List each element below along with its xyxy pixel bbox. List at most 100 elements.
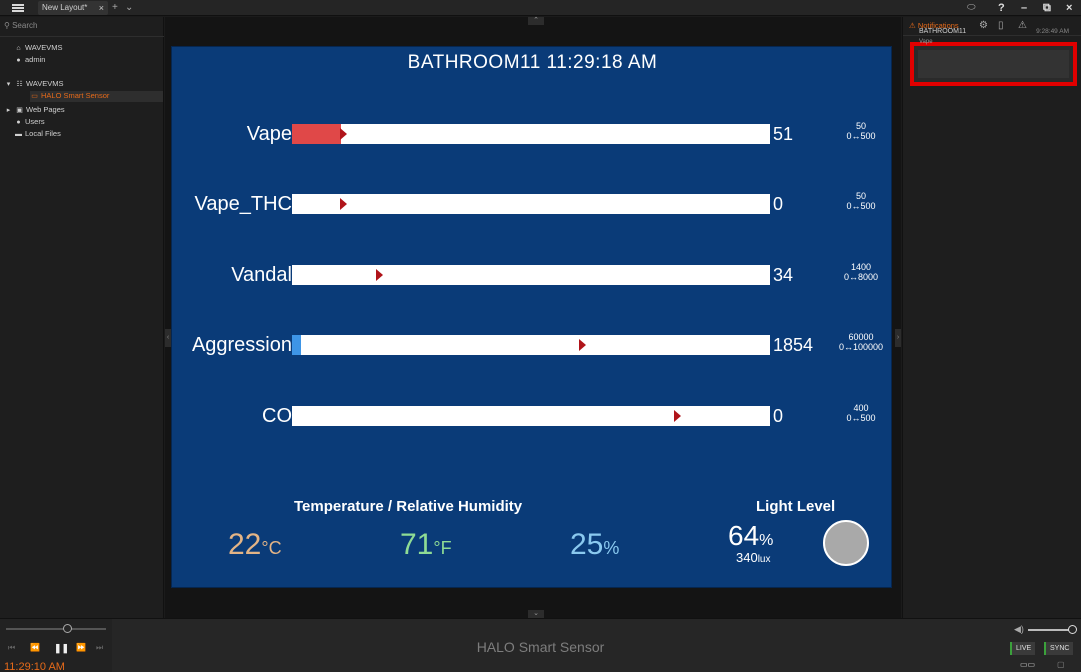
collapse-top-icon[interactable]: ⌃ — [528, 17, 544, 25]
tree-item-halo-sensor[interactable]: ▭ HALO Smart Sensor — [30, 91, 163, 102]
metric-bar — [292, 335, 770, 355]
metric-range: 0↔500 — [846, 131, 876, 141]
divider — [903, 35, 1081, 36]
motion-icon[interactable]: ⚙ — [979, 20, 988, 31]
speed-slider-handle[interactable] — [63, 624, 72, 633]
main-menu-button[interactable] — [8, 2, 28, 14]
sensor-title: BATHROOM11 11:29:18 AM — [407, 52, 658, 73]
home-icon: ⌂ — [16, 45, 21, 52]
metric-range: 0↔100000 — [838, 342, 884, 352]
light-percent: 64% — [728, 521, 773, 556]
light-percent-unit: % — [759, 532, 774, 549]
metric-row: Vape_THC 0 50 0↔500 — [172, 191, 893, 215]
step-back-icon[interactable]: ⏪ — [30, 643, 40, 652]
tabs-menu-icon[interactable]: ⌄ — [125, 2, 134, 13]
volume-slider-handle[interactable] — [1068, 625, 1077, 634]
light-lux-value: 340 — [736, 550, 758, 565]
tree-item-label: Users — [25, 117, 45, 126]
skip-end-icon[interactable]: ⏭ — [96, 643, 104, 652]
tree-item-system[interactable]: ⌂ WAVEVMS — [14, 43, 63, 54]
metric-value: 1854 — [773, 335, 814, 355]
sync-button[interactable]: SYNC — [1044, 642, 1074, 655]
tree-item-web-pages[interactable]: ▸ ▣ Web Pages — [4, 105, 65, 116]
metric-threshold: 50 0↔500 — [832, 121, 890, 141]
collapse-right-icon[interactable]: › — [895, 329, 901, 347]
light-percent-value: 64 — [728, 520, 760, 551]
metric-label: Vape_THC — [194, 193, 292, 215]
notifications-tab-label: Notifications — [917, 21, 959, 30]
tree-item-local-files[interactable]: ▬ Local Files — [14, 129, 61, 140]
metric-range: 0↔8000 — [843, 272, 879, 282]
temperature-f: 71°F — [400, 527, 452, 566]
temperature-f-value: 71 — [400, 528, 434, 561]
tree-item-label: admin — [25, 55, 46, 64]
tree-item-label: WAVEVMS — [25, 43, 63, 52]
tree-item-user[interactable]: ● admin — [14, 55, 45, 66]
sensor-dashboard: BATHROOM11 11:29:18 AM Vape 51 50 0↔500 Vape… — [171, 46, 892, 588]
minimize-button[interactable]: – — [1021, 2, 1028, 14]
tree-item-users[interactable]: ● Users — [14, 117, 45, 128]
expand-icon[interactable]: ▾ — [6, 81, 11, 88]
tab-close-icon[interactable]: × — [98, 3, 104, 13]
warning-icon[interactable]: ⚠ — [1018, 20, 1027, 31]
search-field[interactable]: ⚲ Search — [4, 19, 160, 33]
temperature-f-unit: °F — [433, 538, 452, 558]
metric-row: Aggression 1854 60000 0↔100000 — [172, 332, 893, 356]
temperature-c-value: 22 — [228, 528, 262, 561]
bookmark-icon[interactable]: ▯ — [998, 20, 1004, 31]
tree-item-label: WAVEVMS — [26, 79, 64, 88]
playback-controls: ⏮ ⏪ ❚❚ ⏩ ⏭ 11:29:10 AM — [0, 619, 112, 672]
collapse-icon[interactable]: ▸ — [6, 107, 11, 114]
metric-label: CO — [262, 405, 292, 427]
notification-subtitle: Vape — [919, 39, 933, 45]
collapse-bottom-icon[interactable]: ⌄ — [528, 610, 544, 618]
threshold-marker — [339, 128, 347, 140]
volume-icon[interactable]: ◀) — [1014, 624, 1024, 634]
step-forward-icon[interactable]: ⏩ — [76, 643, 86, 652]
metric-bar — [292, 406, 770, 426]
users-icon: ● — [16, 119, 21, 126]
light-lux-unit: lux — [757, 554, 771, 565]
metric-threshold: 60000 0↔100000 — [832, 332, 890, 352]
device-name: HALO Smart Sensor — [476, 639, 605, 655]
notification-card[interactable] — [910, 42, 1077, 86]
light-heading: Light Level — [756, 498, 836, 515]
metric-threshold-value: 1400 — [850, 262, 872, 272]
tree-item-label: Web Pages — [26, 105, 65, 114]
search-icon: ⚲ — [4, 21, 10, 30]
resource-tree-panel: ⚲ Search ⌂ WAVEVMS ● admin ▾ ☷ WAVEVMS ▭ HALO… — [0, 17, 164, 618]
metric-threshold: 1400 0↔8000 — [832, 262, 890, 282]
volume-slider[interactable] — [1028, 629, 1072, 631]
tree-item-server[interactable]: ▾ ☷ WAVEVMS — [4, 79, 64, 90]
live-button[interactable]: LIVE — [1010, 642, 1036, 655]
notification-body — [918, 50, 1069, 78]
add-tab-icon[interactable]: + — [112, 2, 118, 13]
restore-button[interactable]: ⧉ — [1043, 2, 1051, 14]
notifications-panel: ⚠ Notifications ⚙ ▯ ⚠ BATHROOM11 9:28:49… — [902, 17, 1081, 618]
close-button[interactable]: × — [1066, 2, 1073, 14]
threshold-marker — [339, 198, 347, 210]
metric-bar — [292, 124, 770, 144]
skip-start-icon[interactable]: ⏮ — [8, 643, 16, 652]
cloud-icon[interactable]: ⬭ — [967, 2, 976, 13]
humidity-value: 25 — [570, 528, 604, 561]
metric-row: Vandal 34 1400 0↔8000 — [172, 262, 893, 286]
light-lux: 340lux — [736, 550, 771, 565]
layout-tab[interactable]: New Layout* × — [38, 1, 108, 15]
threshold-marker — [375, 269, 383, 281]
metric-threshold-value: 400 — [853, 403, 869, 413]
server-icon: ☷ — [16, 81, 23, 88]
pause-icon[interactable]: ❚❚ — [54, 643, 70, 653]
web-icon: ▣ — [16, 107, 23, 114]
user-icon: ● — [16, 57, 21, 64]
timeline-icon[interactable]: ▭▭ — [1020, 660, 1036, 669]
speed-slider[interactable] — [6, 628, 106, 630]
collapse-left-icon[interactable]: ‹ — [165, 329, 171, 347]
calendar-icon[interactable]: ▢ — [1057, 660, 1065, 669]
notifications-tab[interactable]: ⚠ Notifications — [909, 19, 959, 33]
metric-bar-fill — [292, 335, 302, 355]
metric-value: 34 — [773, 265, 794, 285]
metric-threshold: 400 0↔500 — [832, 403, 890, 423]
help-button[interactable]: ? — [998, 2, 1005, 14]
